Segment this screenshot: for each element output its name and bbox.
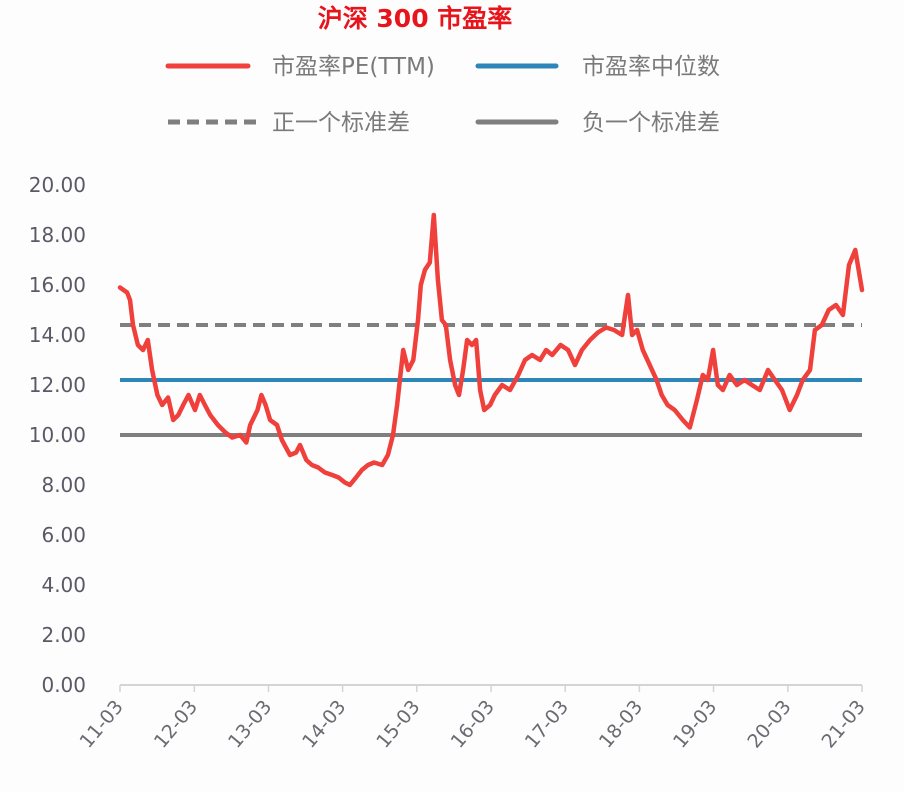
x-tick-label: 13-03: [224, 696, 276, 752]
x-tick-label: 16-03: [447, 696, 499, 752]
reference-lines: [120, 323, 862, 437]
x-tick-label: 12-03: [150, 696, 202, 752]
pe-ttm-line: [117, 212, 865, 488]
legend-label-plus-sd: 正一个标准差: [272, 110, 410, 136]
x-tick-label: 11-03: [75, 696, 127, 752]
y-tick-label: 16.00: [29, 273, 86, 297]
legend-label-pe: 市盈率PE(TTM): [272, 54, 435, 80]
x-tick-label: 20-03: [743, 696, 795, 752]
y-tick-label: 12.00: [29, 373, 86, 397]
x-axis: 11-03 12-03 13-03 14-03 15-03 16-03 17-03 18-03…: [75, 684, 870, 753]
y-tick-label: 2.00: [41, 623, 86, 647]
x-tick-label: 14-03: [298, 696, 350, 752]
y-tick-label: 10.00: [29, 423, 86, 447]
legend-label-median: 市盈率中位数: [582, 54, 720, 80]
x-tick-label: 17-03: [521, 696, 573, 752]
y-tick-label: 20.00: [29, 173, 86, 197]
y-tick-label: 14.00: [29, 323, 86, 347]
pe-series: [117, 212, 865, 488]
chart-title: 沪深 300 市盈率: [318, 4, 513, 33]
y-axis: 0.00 2.00 4.00 6.00 8.00 10.00 12.00 14.00 16.00…: [29, 173, 86, 697]
y-tick-label: 4.00: [41, 573, 86, 597]
y-tick-label: 8.00: [41, 473, 86, 497]
y-tick-label: 18.00: [29, 223, 86, 247]
x-tick-label: 21-03: [817, 696, 869, 752]
x-tick-label: 19-03: [669, 696, 721, 752]
x-tick-label: 15-03: [372, 696, 424, 752]
x-tick-label: 18-03: [595, 696, 647, 752]
y-tick-label: 6.00: [41, 523, 86, 547]
y-tick-label: 0.00: [41, 673, 86, 697]
legend: 市盈率PE(TTM) 市盈率中位数 正一个标准差 负一个标准差: [165, 54, 720, 136]
legend-label-minus-sd: 负一个标准差: [582, 110, 720, 136]
